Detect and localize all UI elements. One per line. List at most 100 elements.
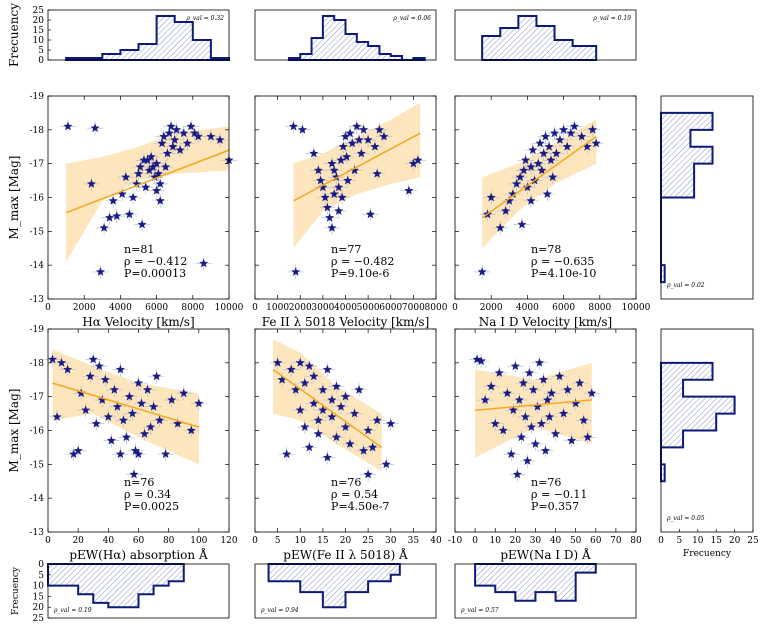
- data-point: [520, 412, 530, 421]
- hist-bot-na: ρ_val = 0.57: [454, 563, 637, 619]
- x-tick-label: 25: [362, 536, 374, 546]
- data-point: [309, 371, 319, 381]
- data-point: [381, 459, 391, 469]
- stat-rho: ρ = −0.635: [531, 255, 594, 268]
- data-point: [540, 131, 551, 141]
- x-tick-label: 4000: [334, 303, 357, 313]
- confidence-band: [52, 349, 199, 465]
- x-tick-label: 4000: [109, 303, 132, 313]
- data-point: [511, 179, 522, 188]
- hist-y-label: Frecuency: [11, 566, 21, 615]
- y-tick-label: -16: [30, 427, 45, 437]
- data-point: [129, 469, 139, 479]
- x-tick-label: 0: [45, 303, 51, 313]
- data-point: [139, 429, 150, 438]
- data-point: [331, 432, 342, 442]
- data-point: [121, 432, 132, 442]
- y-axis-label: M_max [Mag]: [7, 156, 21, 240]
- data-point: [534, 358, 545, 367]
- data-point: [540, 445, 551, 455]
- data-point: [115, 364, 125, 374]
- rho-value: ρ_val = 0.02: [666, 282, 705, 289]
- y-tick-label: -14: [30, 494, 45, 504]
- data-point: [171, 125, 182, 134]
- x-tick-label: 2000: [480, 303, 503, 313]
- x-tick-label: 7000: [402, 303, 425, 313]
- data-point: [104, 212, 115, 222]
- axes-frame: [454, 563, 637, 619]
- x-tick-label: 1000: [266, 303, 289, 313]
- data-point: [542, 189, 552, 199]
- data-point: [128, 192, 138, 202]
- panel-na-pew: -10 0 10 20 30 40 50 60 70 80 pEW(Na I D) Å n=76ρ =…: [448, 328, 642, 562]
- fit-line: [475, 399, 592, 411]
- data-point: [386, 418, 396, 428]
- x-tick-label: 2000: [73, 303, 96, 313]
- data-point: [327, 223, 337, 232]
- data-point: [516, 432, 526, 442]
- data-point: [142, 155, 153, 165]
- data-point: [329, 165, 339, 175]
- data-point: [103, 412, 113, 421]
- y-tick-label: 5: [38, 46, 44, 56]
- data-point: [124, 209, 135, 219]
- data-point: [313, 165, 323, 175]
- data-point: [112, 401, 122, 411]
- data-point: [546, 388, 557, 398]
- x-tick-label: 15: [710, 536, 722, 546]
- data-point: [94, 361, 104, 371]
- data-point: [370, 141, 380, 151]
- data-point: [63, 364, 73, 374]
- hist-bot-fe: ρ_val = 0.94: [254, 563, 437, 619]
- data-point: [349, 408, 360, 418]
- stat-n: n=77: [331, 243, 361, 256]
- stat-p: P=9.10e-6: [331, 267, 389, 280]
- data-point: [162, 148, 173, 158]
- data-point: [337, 192, 347, 202]
- x-axis-label: Hα Velocity [km/s]: [82, 315, 194, 329]
- data-point: [81, 405, 91, 415]
- data-point: [135, 162, 145, 171]
- data-point: [327, 395, 337, 404]
- confidence-band: [273, 339, 382, 472]
- data-point: [522, 182, 532, 192]
- data-point: [318, 385, 328, 394]
- data-point: [486, 381, 496, 391]
- data-point: [501, 206, 511, 215]
- data-point: [175, 145, 185, 155]
- data-point: [182, 138, 192, 148]
- y-axis-label: M_max [Mag]: [7, 389, 21, 473]
- data-point: [91, 418, 101, 428]
- data-point: [86, 179, 97, 188]
- data-point: [334, 182, 344, 192]
- data-point: [562, 141, 572, 151]
- x-tick-label: 20: [72, 536, 84, 546]
- data-point: [168, 141, 178, 151]
- data-point: [514, 395, 524, 404]
- x-tick-label: -10: [448, 536, 463, 546]
- hist-y-label: Frecuency: [7, 3, 21, 67]
- stat-n: n=76: [124, 476, 154, 489]
- axes-frame: [254, 9, 437, 61]
- data-point: [533, 158, 543, 168]
- x-tick-label: 6000: [145, 303, 168, 313]
- data-point: [85, 371, 95, 381]
- data-point: [186, 425, 196, 435]
- data-point: [535, 138, 545, 148]
- data-point: [327, 158, 337, 168]
- stat-n: n=81: [124, 243, 154, 256]
- x-tick-label: 40: [430, 536, 442, 546]
- data-point: [295, 358, 305, 367]
- data-point: [563, 385, 573, 394]
- data-point: [115, 449, 125, 459]
- data-point: [300, 378, 310, 388]
- data-point: [157, 138, 167, 148]
- data-point: [76, 388, 86, 398]
- x-tick-label: 0: [45, 536, 51, 546]
- stat-n: n=76: [531, 476, 561, 489]
- panel-ha-vel: 0 2000 4000 6000 8000 10000 -13 -14 -15 -16 -17 -18…: [7, 92, 244, 329]
- histogram-bars: [660, 111, 714, 284]
- data-point: [141, 182, 151, 192]
